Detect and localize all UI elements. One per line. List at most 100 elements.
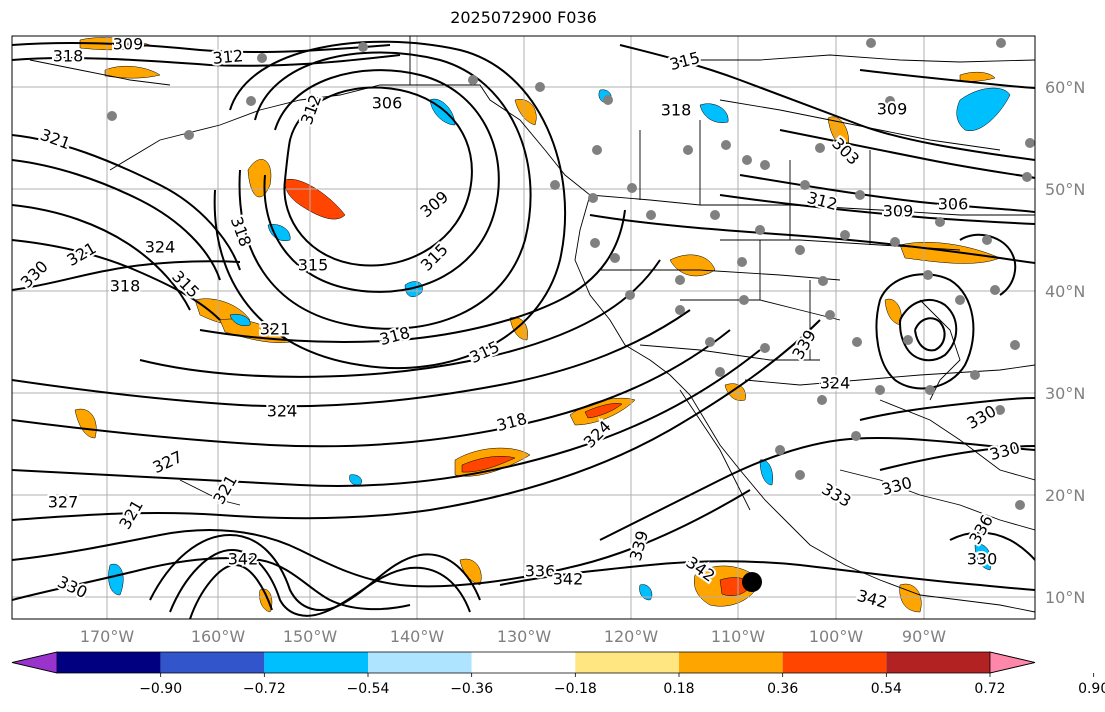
- gray-dot: [851, 431, 861, 441]
- gray-dot: [739, 295, 749, 305]
- contour-label: 312: [212, 46, 244, 68]
- contour-label: 342: [228, 550, 259, 569]
- colorbar-extend-low: [11, 651, 58, 674]
- gray-dot: [1015, 500, 1025, 510]
- gray-dot: [840, 230, 850, 240]
- gray-dot: [588, 193, 598, 203]
- colorbar-tick-label: 0.36: [767, 681, 798, 697]
- colorbar-extend-high: [989, 651, 1036, 674]
- gray-dot: [995, 405, 1005, 415]
- contour-label: 324: [267, 402, 298, 421]
- contour-label: 309: [877, 100, 908, 119]
- contour-label: 306: [938, 195, 969, 214]
- colorbar-box: [264, 652, 368, 673]
- gray-dot: [818, 276, 828, 286]
- colorbar-outline: [11, 651, 1036, 674]
- gray-dot: [1025, 138, 1035, 148]
- colorbar-tick-label: −0.36: [450, 681, 493, 697]
- gray-dot: [795, 245, 805, 255]
- colorbar-boxes: [11, 651, 1036, 674]
- gray-dots: [107, 38, 1035, 510]
- gray-dot: [675, 305, 685, 315]
- gray-dot: [955, 295, 965, 305]
- gray-dot: [885, 96, 895, 106]
- colorbar: −0.90 −0.72 −0.54 −0.36 −0.18 0.18 0.36 0.54 0.7…: [11, 651, 1105, 697]
- shade-patch-blue: [699, 103, 729, 123]
- colorbar-box: [160, 652, 265, 673]
- gray-dot: [721, 140, 731, 150]
- gray-dot: [603, 95, 613, 105]
- contour-label: 309: [883, 202, 914, 221]
- gray-dot: [935, 217, 945, 227]
- gray-dot: [358, 42, 368, 52]
- gray-dot: [875, 385, 885, 395]
- gray-dot: [982, 235, 992, 245]
- contour-label: 318: [110, 277, 141, 296]
- lat-label-50n: 50°N: [1045, 180, 1085, 199]
- contour-lines: [12, 40, 1035, 619]
- shade-patch-orange: [514, 99, 537, 126]
- contour-label: 318: [53, 47, 84, 66]
- gray-dot: [742, 155, 752, 165]
- contour-label: 324: [145, 238, 176, 257]
- gray-dot: [800, 180, 810, 190]
- colorbar-tick-label: 0.90: [1078, 681, 1105, 697]
- gray-dot: [675, 275, 685, 285]
- lon-label-120w: 120°W: [604, 627, 659, 646]
- contour-label: 321: [260, 320, 291, 339]
- colorbar-box: [368, 652, 472, 673]
- contour-label: 318: [661, 101, 692, 120]
- gray-dot: [590, 238, 600, 248]
- lat-label-20n: 20°N: [1045, 486, 1085, 505]
- contour-label: 306: [372, 94, 403, 113]
- gray-dot: [890, 237, 900, 247]
- shade-patch-blue: [229, 314, 251, 326]
- gray-dot: [468, 75, 478, 85]
- gray-dot: [923, 270, 933, 280]
- shade-patch-blue: [639, 584, 653, 601]
- gray-dot: [760, 160, 770, 170]
- colorbar-tick-label: −0.18: [554, 681, 597, 697]
- gray-dot: [795, 470, 805, 480]
- shade-patch-blue: [956, 87, 1011, 132]
- contour-label: 324: [820, 374, 851, 393]
- shade-patch-orange: [459, 558, 482, 586]
- gray-dot: [755, 225, 765, 235]
- gray-dot: [550, 180, 560, 190]
- longitude-labels: 170°W 160°W 150°W 140°W 130°W 120°W 110°…: [80, 627, 946, 646]
- lon-label-140w: 140°W: [390, 627, 445, 646]
- gray-dot: [996, 38, 1006, 48]
- lon-label-90w: 90°W: [902, 627, 946, 646]
- gray-dot: [625, 290, 635, 300]
- gray-dot: [825, 310, 835, 320]
- gray-dot: [760, 343, 770, 353]
- contour-label: 327: [48, 493, 79, 512]
- colorbar-tick-label: 0.18: [663, 681, 694, 697]
- contour-label: 336: [525, 562, 556, 581]
- lon-label-110w: 110°W: [711, 627, 766, 646]
- gray-dot: [925, 385, 935, 395]
- lat-label-40n: 40°N: [1045, 282, 1085, 301]
- gray-dot: [903, 335, 913, 345]
- colorbar-box: [679, 652, 783, 673]
- gray-dot: [683, 145, 693, 155]
- shade-patch-red: [584, 403, 623, 419]
- gray-dot: [815, 143, 825, 153]
- map-frame: [11, 35, 1036, 620]
- shade-patch-blue: [759, 459, 773, 486]
- storm-center-marker: [742, 572, 762, 592]
- lon-label-150w: 150°W: [283, 627, 338, 646]
- gray-dot: [257, 53, 267, 63]
- gray-dot: [610, 253, 620, 263]
- gray-dot: [737, 257, 747, 267]
- contour-label: 342: [553, 570, 584, 589]
- shade-patch-blue: [974, 543, 992, 571]
- colorbar-tick-label: 0.54: [871, 681, 902, 697]
- gray-dot: [246, 96, 256, 106]
- lon-label-130w: 130°W: [497, 627, 552, 646]
- colorbar-tick-label: 0.72: [974, 681, 1005, 697]
- colorbar-tick-label: −0.90: [139, 681, 182, 697]
- colorbar-box: [782, 652, 887, 673]
- lat-label-10n: 10°N: [1045, 588, 1085, 607]
